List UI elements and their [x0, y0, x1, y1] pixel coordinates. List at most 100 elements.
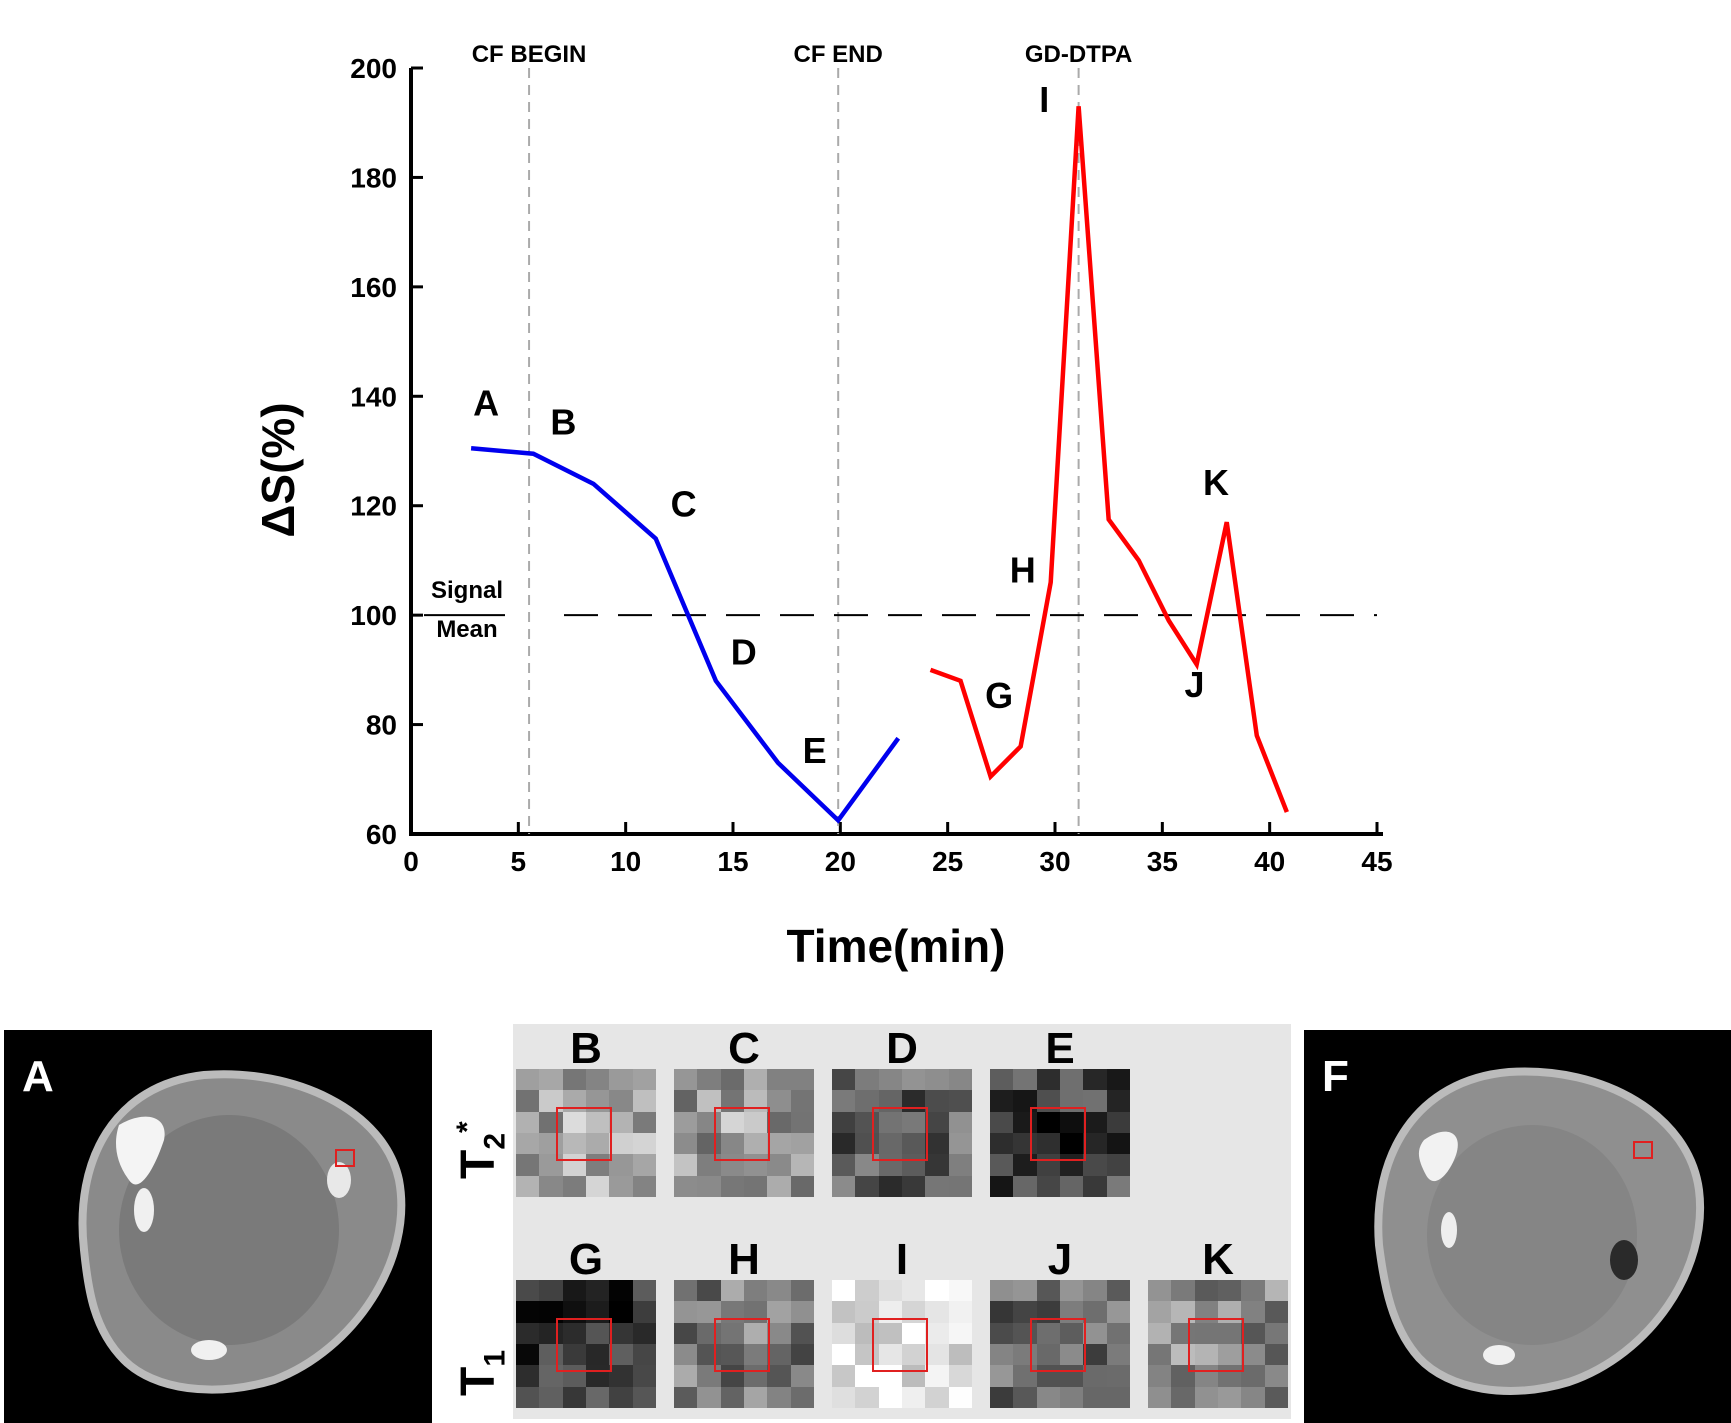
patch-pixel — [1194, 1301, 1219, 1324]
patch-pixel — [609, 1090, 634, 1113]
patch-pixel — [632, 1386, 657, 1409]
signal-change-chart: 0 5 10 15 20 25 30 35 40 45 60 80 100 120 140 160 180 200… — [252, 41, 1393, 972]
patch-label-g: G — [568, 1235, 604, 1284]
patch-pixel — [1148, 1386, 1172, 1409]
patch-pixel — [767, 1344, 792, 1366]
patch-pixel — [1218, 1280, 1242, 1302]
patch-pixel — [720, 1344, 745, 1366]
patch-pixel — [586, 1280, 610, 1302]
patch-pixel — [562, 1280, 587, 1302]
patch-pixel — [609, 1301, 634, 1324]
patch-pixel — [1264, 1322, 1289, 1345]
patch-pixel — [1036, 1175, 1061, 1198]
roi-box — [714, 1107, 770, 1161]
patch-pixel — [586, 1069, 610, 1091]
patch-pixel — [925, 1069, 950, 1091]
patch-pixel — [790, 1386, 815, 1409]
patch-pixel — [832, 1154, 856, 1177]
point-annotation: H — [1010, 549, 1036, 590]
patch-label-b: B — [570, 1024, 602, 1073]
patch-pixel — [632, 1301, 657, 1324]
event-label: CF BEGIN — [472, 41, 587, 68]
patch-pixel — [1083, 1111, 1108, 1134]
patch-pixel — [990, 1154, 1014, 1177]
patch-pixel — [539, 1386, 564, 1409]
patch-pixel — [609, 1133, 634, 1155]
patch-pixel — [1264, 1344, 1289, 1366]
patch-pixel — [516, 1175, 540, 1198]
patch-pixel — [674, 1111, 698, 1134]
y-tick-label: 60 — [366, 819, 397, 850]
patch-pixel — [948, 1386, 973, 1409]
patch-pixel — [878, 1280, 903, 1302]
patch-pixel — [1036, 1090, 1061, 1113]
y-tick-label: 180 — [350, 162, 397, 193]
patch-pixel — [744, 1322, 768, 1345]
patch-pixel — [632, 1133, 657, 1155]
patch-pixel — [925, 1344, 950, 1366]
panel-label-a: A — [22, 1052, 54, 1101]
patch-pixel — [697, 1301, 722, 1324]
patch-pixel — [1060, 1133, 1084, 1155]
patch-pixel — [562, 1069, 587, 1091]
patch-pixel — [948, 1069, 973, 1091]
patch-pixel — [1106, 1133, 1131, 1155]
patch-pixel — [516, 1111, 540, 1134]
patch-pixel — [790, 1365, 815, 1388]
patch-pixel — [632, 1154, 657, 1177]
patch-pixel — [586, 1386, 610, 1409]
roi-patch-g — [516, 1280, 657, 1409]
patch-pixel — [790, 1322, 815, 1345]
patch-pixel — [1106, 1111, 1131, 1134]
roi-box — [556, 1318, 612, 1372]
patch-pixel — [562, 1133, 587, 1155]
patch-pixel — [632, 1365, 657, 1388]
patch-pixel — [767, 1133, 792, 1155]
patch-pixel — [1083, 1154, 1108, 1177]
patch-pixel — [767, 1301, 792, 1324]
patch-pixel — [1036, 1280, 1061, 1302]
patch-pixel — [878, 1111, 903, 1134]
patch-pixel — [609, 1111, 634, 1134]
mri-slice-a: A — [4, 1030, 432, 1423]
patch-pixel — [1241, 1386, 1266, 1409]
patch-pixel — [1241, 1322, 1266, 1345]
patch-pixel — [1218, 1344, 1242, 1366]
patch-pixel — [539, 1069, 564, 1091]
patch-pixel — [1083, 1090, 1108, 1113]
patch-pixel — [925, 1154, 950, 1177]
patch-pixel — [1106, 1280, 1131, 1302]
patch-pixel — [674, 1386, 698, 1409]
patch-pixel — [990, 1322, 1014, 1345]
patch-pixel — [744, 1301, 768, 1324]
x-tick-label: 5 — [511, 846, 527, 877]
patch-pixel — [1013, 1090, 1038, 1113]
patch-pixel — [1194, 1322, 1219, 1345]
patch-pixel — [990, 1280, 1014, 1302]
patch-pixel — [1218, 1386, 1242, 1409]
patch-pixel — [586, 1090, 610, 1113]
patch-pixel — [1241, 1344, 1266, 1366]
patch-pixel — [586, 1344, 610, 1366]
row-label-t2star: T2* — [451, 1121, 512, 1179]
roi-box — [1030, 1107, 1086, 1161]
patch-pixel — [790, 1069, 815, 1091]
panel-label-f: F — [1322, 1052, 1349, 1101]
roi-patch-k — [1148, 1280, 1289, 1409]
roi-box — [872, 1318, 928, 1372]
patch-pixel — [674, 1175, 698, 1198]
patch-pixel — [1241, 1280, 1266, 1302]
roi-box — [556, 1107, 612, 1161]
event-label: GD-DTPA — [1025, 41, 1133, 68]
patch-pixel — [586, 1175, 610, 1198]
patch-pixel — [516, 1069, 540, 1091]
patch-pixel — [720, 1386, 745, 1409]
patch-pixel — [632, 1090, 657, 1113]
patch-pixel — [1083, 1069, 1108, 1091]
patch-pixel — [1083, 1386, 1108, 1409]
patch-pixel — [878, 1344, 903, 1366]
patch-pixel — [1264, 1301, 1289, 1324]
roi-marker — [335, 1149, 355, 1167]
patch-pixel — [1060, 1175, 1084, 1198]
patch-label-j: J — [1047, 1235, 1073, 1284]
